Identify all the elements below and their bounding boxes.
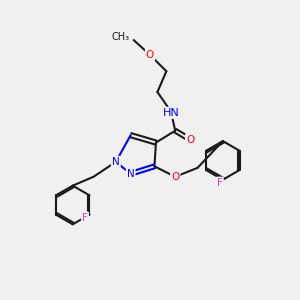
Text: O: O: [186, 135, 194, 145]
Text: CH₃: CH₃: [111, 32, 129, 42]
Text: O: O: [146, 50, 154, 60]
Text: N: N: [112, 157, 120, 167]
Text: O: O: [171, 172, 179, 182]
Text: HN: HN: [162, 108, 179, 118]
Text: F: F: [217, 178, 223, 188]
Text: N: N: [127, 169, 135, 179]
Text: F: F: [82, 213, 88, 223]
